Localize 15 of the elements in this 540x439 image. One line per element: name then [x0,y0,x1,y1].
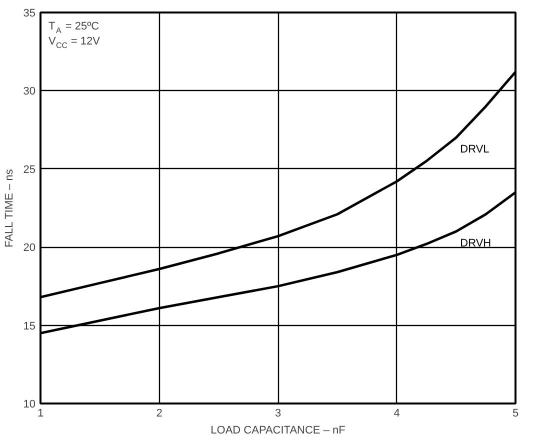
y-axis-title: FALL TIME – ns [3,168,16,248]
x-axis-title: LOAD CAPACITANCE – nF [210,424,346,436]
x-tick-label: 2 [156,408,162,420]
x-tick-label: 1 [37,408,44,420]
y-tick-label: 35 [23,8,36,20]
x-tick-label: 5 [512,408,519,420]
y-tick-label: 15 [23,320,36,332]
y-tick-label: 30 [23,86,36,98]
y-tick-label: 10 [23,398,36,410]
series-label: DRVH [460,237,492,250]
series-label: DRVL [460,144,490,156]
y-tick-label: 20 [23,242,36,254]
x-tick-label: 3 [274,408,282,420]
x-tick-label: 4 [394,408,400,420]
y-tick-label: 25 [23,164,36,176]
